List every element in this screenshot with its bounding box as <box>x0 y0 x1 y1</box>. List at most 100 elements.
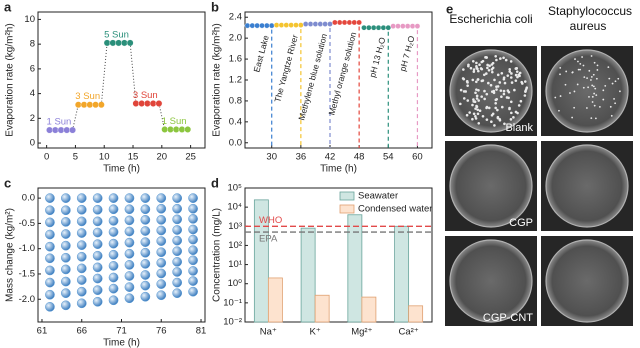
data-point <box>45 253 55 264</box>
series-label: pH 7 H₂O <box>397 34 416 72</box>
data-point <box>161 126 169 133</box>
x-tick-label: 10 <box>99 152 110 163</box>
data-point <box>108 238 119 249</box>
x-tick-label: 15 <box>128 152 139 163</box>
data-point <box>172 214 183 225</box>
colony <box>493 124 496 127</box>
data-point <box>264 22 270 29</box>
colony <box>485 56 488 59</box>
y-tick-label: 0.8 <box>229 95 242 106</box>
x-tick-label: Ca²⁺ <box>398 327 418 338</box>
colony <box>520 80 523 84</box>
colony <box>496 108 499 112</box>
bar <box>314 294 330 323</box>
data-point <box>45 241 55 252</box>
data-point <box>60 300 71 311</box>
data-point <box>244 22 251 29</box>
data-point <box>370 24 377 31</box>
data-point <box>60 288 71 299</box>
colony <box>469 66 473 70</box>
colony <box>478 109 482 112</box>
colony <box>474 117 478 120</box>
colony <box>494 55 497 58</box>
x-tick-label: 0 <box>44 152 49 163</box>
colony <box>577 68 580 71</box>
colony <box>571 116 574 119</box>
data-point <box>124 248 135 259</box>
colony <box>459 88 463 92</box>
data-point <box>188 276 198 286</box>
x-tick-label: K⁺ <box>309 327 320 338</box>
data-point <box>140 193 151 203</box>
colony <box>505 96 509 99</box>
colony <box>591 101 594 103</box>
legend-swatch <box>339 191 355 201</box>
data-point <box>414 23 421 29</box>
colony <box>582 86 585 89</box>
column-header: Escherichia coli <box>449 12 533 26</box>
y-tick-label: 0.0 <box>22 193 35 204</box>
y-tick-label: 1.2 <box>229 75 242 86</box>
colony <box>475 80 478 84</box>
colony <box>593 92 596 95</box>
series-label: 1 Sun <box>162 116 187 127</box>
panel-label: b <box>211 0 219 14</box>
data-point <box>188 224 198 235</box>
colony <box>610 114 613 117</box>
y-tick-label: 10⁰ <box>228 278 243 289</box>
data-point <box>126 39 134 47</box>
x-tick-label: 81 <box>196 326 207 337</box>
data-point <box>172 267 183 277</box>
colony <box>493 78 496 82</box>
colony <box>471 59 475 63</box>
colony <box>508 70 512 73</box>
colony <box>494 106 497 110</box>
data-point <box>188 245 198 256</box>
petri-dish <box>545 49 629 133</box>
data-point <box>76 216 87 227</box>
series-label: 3 Sun <box>133 90 158 101</box>
data-point <box>45 217 55 228</box>
colony <box>487 68 491 72</box>
colony <box>510 111 513 115</box>
x-axis-title: Time (h) <box>103 164 140 175</box>
petri-dish <box>449 239 533 323</box>
y-tick-label: 2.0 <box>229 33 242 44</box>
colony <box>485 92 489 96</box>
y-tick-label: 4 <box>30 88 35 99</box>
data-point <box>109 39 117 47</box>
legend-label: Seawater <box>358 191 398 202</box>
colony <box>481 59 485 63</box>
data-point <box>149 100 157 107</box>
colony <box>459 102 462 106</box>
data-point <box>124 204 135 215</box>
colony <box>590 55 593 57</box>
data-point <box>167 126 174 133</box>
data-point <box>249 22 256 29</box>
x-tick-label: 48 <box>354 152 365 163</box>
colony <box>481 114 485 118</box>
colony <box>596 69 599 71</box>
colony <box>588 95 590 98</box>
colony <box>609 105 612 108</box>
colony <box>500 105 504 109</box>
y-tick-label: 10 <box>24 14 35 25</box>
colony <box>591 95 594 98</box>
data-point <box>57 126 65 134</box>
data-point <box>92 216 103 227</box>
data-point <box>144 100 151 107</box>
colony <box>608 77 611 80</box>
colony <box>507 90 511 94</box>
data-point <box>124 193 135 203</box>
x-tick-label: Na⁺ <box>260 327 277 338</box>
colony <box>518 71 522 75</box>
series-label: 5 Sun <box>104 29 129 40</box>
colony <box>607 66 610 69</box>
colony <box>571 71 574 74</box>
colony <box>478 63 481 66</box>
data-point <box>124 271 135 281</box>
data-point <box>172 225 183 235</box>
row-label: CGP <box>509 217 533 229</box>
y-tick-label: 0.0 <box>229 137 242 148</box>
data-point <box>45 301 55 312</box>
